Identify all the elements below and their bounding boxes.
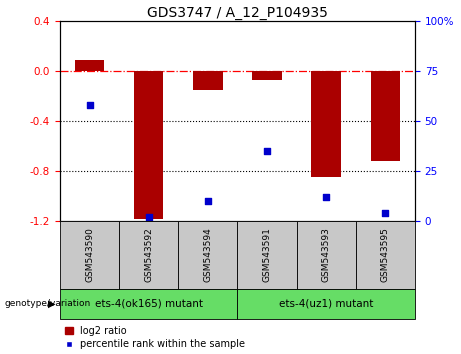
- Bar: [356, 221, 415, 289]
- Text: ets-4(uz1) mutant: ets-4(uz1) mutant: [279, 298, 373, 309]
- Bar: [60, 221, 119, 289]
- Bar: [237, 289, 415, 319]
- Point: [204, 198, 212, 204]
- Point: [382, 210, 389, 216]
- Point: [263, 148, 271, 154]
- Text: genotype/variation: genotype/variation: [5, 299, 91, 308]
- Point: [322, 194, 330, 200]
- Text: ▶: ▶: [48, 298, 55, 309]
- Title: GDS3747 / A_12_P104935: GDS3747 / A_12_P104935: [147, 6, 328, 20]
- Bar: [296, 221, 356, 289]
- Bar: [237, 221, 296, 289]
- Legend: log2 ratio, percentile rank within the sample: log2 ratio, percentile rank within the s…: [65, 326, 245, 349]
- Bar: [311, 71, 341, 177]
- Text: ets-4(ok165) mutant: ets-4(ok165) mutant: [95, 298, 203, 309]
- Point: [145, 215, 152, 220]
- Bar: [119, 221, 178, 289]
- Bar: [252, 71, 282, 80]
- Bar: [60, 289, 237, 319]
- Text: GSM543592: GSM543592: [144, 228, 153, 282]
- Bar: [193, 71, 223, 90]
- Bar: [371, 71, 400, 161]
- Bar: [134, 71, 164, 219]
- Bar: [178, 221, 237, 289]
- Text: GSM543595: GSM543595: [381, 227, 390, 282]
- Point: [86, 102, 93, 108]
- Text: GSM543594: GSM543594: [203, 228, 213, 282]
- Text: GSM543590: GSM543590: [85, 227, 94, 282]
- Bar: [75, 60, 104, 71]
- Text: GSM543593: GSM543593: [322, 227, 331, 282]
- Text: GSM543591: GSM543591: [262, 227, 272, 282]
